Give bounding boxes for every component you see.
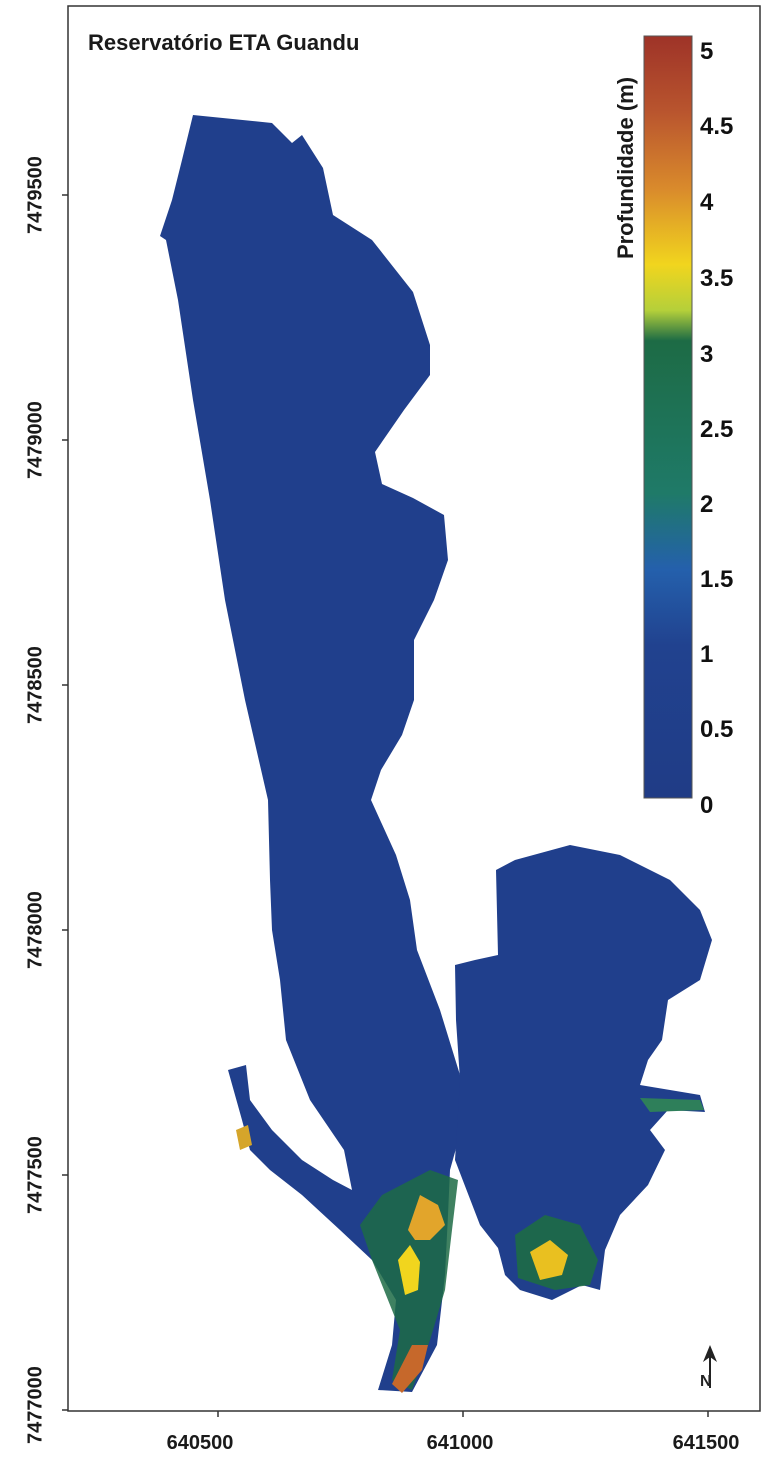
legend-label: 2: [700, 491, 714, 518]
xtick-label: 641500: [672, 1432, 740, 1454]
legend-label: 2.5: [700, 416, 734, 443]
depth-patch-yellow: [398, 1245, 420, 1295]
legend-label: 0.5: [700, 716, 734, 743]
legend-label: 0: [700, 792, 714, 819]
reservoir-east-basin: [455, 845, 712, 1300]
legend-label: 5: [700, 38, 714, 65]
xtick-label: 641000: [426, 1432, 494, 1454]
legend-colorbar: [643, 35, 693, 799]
legend-title: Profundidade (m): [613, 76, 638, 260]
ytick-label: 7478000: [24, 891, 47, 969]
legend-label: 3.5: [700, 265, 734, 292]
axis-ticks: [62, 194, 709, 1417]
depth-patches: [236, 1098, 704, 1393]
north-label: N: [700, 1373, 712, 1390]
depth-patch-inlet: [640, 1098, 704, 1112]
depth-patch-channel: [392, 1345, 428, 1393]
map-title: Reservatório ETA Guandu: [88, 30, 360, 55]
ytick-label: 7477000: [24, 1366, 47, 1444]
legend-label: 3: [700, 341, 714, 368]
xtick-label: 640500: [166, 1432, 234, 1454]
legend-label: 1: [700, 641, 714, 668]
depth-patch-west: [236, 1125, 252, 1150]
legend-label: 1.5: [700, 566, 734, 593]
legend-label: 4: [700, 189, 714, 216]
depth-patch-east-yellow: [530, 1240, 568, 1280]
north-arrow-icon: [703, 1345, 717, 1388]
ytick-label: 7478500: [24, 646, 47, 724]
ytick-label: 7479000: [24, 401, 47, 479]
reservoir-north-arm: [160, 115, 464, 1392]
reservoir-water: [160, 115, 712, 1392]
legend-label: 4.5: [700, 113, 734, 140]
ytick-label: 7477500: [24, 1136, 47, 1214]
ytick-label: 7479500: [24, 156, 47, 234]
depth-patch-orange: [408, 1195, 445, 1240]
